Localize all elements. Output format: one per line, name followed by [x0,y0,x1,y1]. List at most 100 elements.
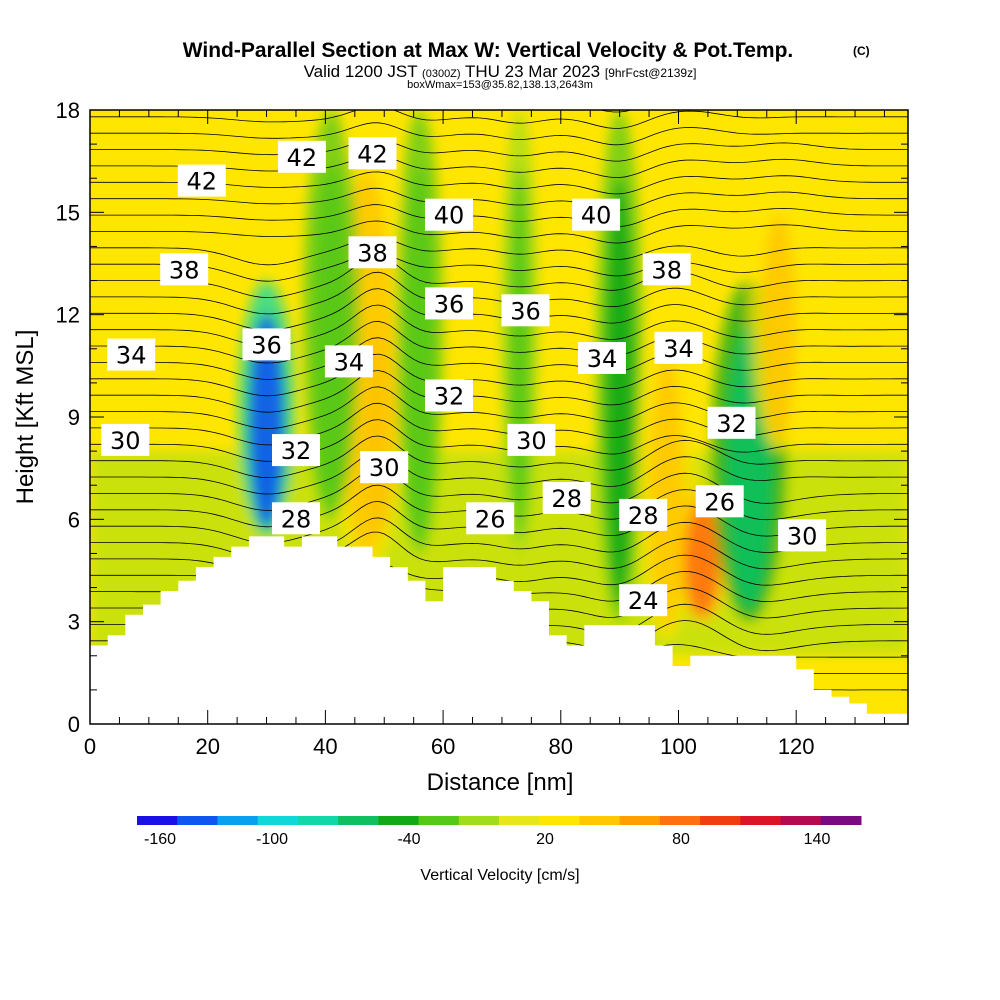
colorbar-swatch [659,816,701,825]
contour-label: 34 [324,345,373,378]
colorbar-swatch [297,816,339,825]
contour-label-text: 28 [281,505,312,533]
contour-label-text: 32 [281,437,312,465]
colorbar-swatch [700,816,741,825]
contour-label: 28 [619,498,668,531]
forecast-label: [9hrFcst@2139z] [605,66,697,80]
y-tick-label: 0 [68,712,80,737]
isentrope-line [90,187,908,211]
contour-label: 38 [160,253,209,286]
contour-label: 28 [542,481,591,514]
contour-label-text: 42 [357,140,388,168]
chart-title: Wind-Parallel Section at Max W: Vertical… [183,39,794,62]
colorbar-swatch [338,816,379,825]
x-tick-label: 60 [431,734,455,759]
colorbar-swatch [780,816,822,825]
contour-label: 36 [501,294,550,327]
contour-label: 38 [642,253,691,286]
x-tick-label: 40 [313,734,337,759]
velocity-band-core [760,214,797,443]
isentrope-line [90,435,908,479]
colorbar-swatch [418,816,460,825]
isentrope-line [90,337,908,380]
velocity-band-core [313,164,349,506]
y-tick-label: 6 [68,507,80,532]
copyright-mark: (C) [853,44,870,58]
isentrope-line [90,419,908,462]
y-tick-label: 18 [56,98,80,123]
colorbar-tick-label: -160 [144,831,176,848]
colorbar-swatch [137,816,178,825]
contour-label: 42 [348,137,397,170]
isentrope-line [90,468,908,511]
contour-label-text: 30 [787,522,818,550]
contour-label-text: 34 [663,335,694,363]
contour-label: 32 [707,406,756,439]
plot-area [90,110,908,724]
contour-label: 36 [425,287,473,320]
contour-label: 40 [572,198,621,231]
contour-label: 24 [619,584,668,617]
contour-label: 34 [107,338,156,371]
contour-label: 42 [277,140,326,173]
isentrope-line [90,271,908,315]
terrain [90,536,908,724]
contour-label-text: 32 [434,383,465,411]
valid-utc-label: (0300Z) [422,68,461,80]
valid-time-line: Valid 1200 JST (0300Z) THU 23 Mar 2023 [… [304,62,697,81]
isentrope-line [90,236,908,266]
colorbar-swatch [579,816,621,825]
contour-label-text: 34 [334,348,365,376]
isentrope-line [90,138,908,162]
contour-label: 36 [242,328,291,361]
contour-label: 26 [695,485,744,518]
contour-label-text: 38 [357,239,388,267]
isentrope-line [90,402,908,446]
isentrope-line [90,122,908,146]
x-tick-label: 120 [778,734,815,759]
colorbar-tick-label: 20 [536,831,554,848]
isentrope-line [599,110,633,113]
contour-label: 30 [360,451,409,484]
contour-label: 32 [272,434,320,467]
y-tick-label: 3 [68,610,80,635]
colorbar-swatch [217,816,259,825]
contour-label-text: 32 [716,410,747,438]
contour-label-text: 40 [581,202,612,230]
contour-label: 34 [654,331,703,364]
isentrope-line [90,386,908,429]
y-axis-label: Height [Kft MSL] [12,330,39,505]
contour-label-text: 40 [434,202,465,230]
contour-label-text: 26 [475,505,506,533]
contour-label: 42 [177,164,226,197]
contour-label: 30 [507,423,556,456]
y-tick-label: 15 [56,200,80,225]
contour-label-text: 42 [287,144,318,172]
x-axis-label: Distance [nm] [427,769,574,796]
y-tick-label: 12 [56,303,80,328]
colorbar-swatch [619,816,661,825]
contour-label: 30 [778,519,827,552]
contour-label-text: 24 [628,587,659,615]
colorbar-swatch [177,816,218,825]
contour-label-text: 36 [434,290,465,318]
colorbar-swatch [458,816,500,825]
isentrope-line [90,304,908,348]
contour-label-text: 30 [516,427,547,455]
contour-label: 38 [348,236,397,269]
valid-time-label: Valid 1200 JST [304,62,418,81]
contour-label-text: 34 [587,345,618,373]
colorbar-tick-label: -40 [397,831,420,848]
x-tick-label: 80 [549,734,573,759]
colorbar-tick-label: 140 [804,831,831,848]
isentrope-line [90,353,908,397]
x-tick-label: 100 [660,734,697,759]
contour-label-text: 38 [651,256,682,284]
contour-label: 28 [272,502,320,535]
contour-label-text: 28 [551,485,582,513]
valid-date-label: THU 23 Mar 2023 [465,62,600,81]
contour-label: 32 [425,379,473,412]
contour-label: 26 [466,502,515,535]
colorbar-swatch [378,816,420,825]
